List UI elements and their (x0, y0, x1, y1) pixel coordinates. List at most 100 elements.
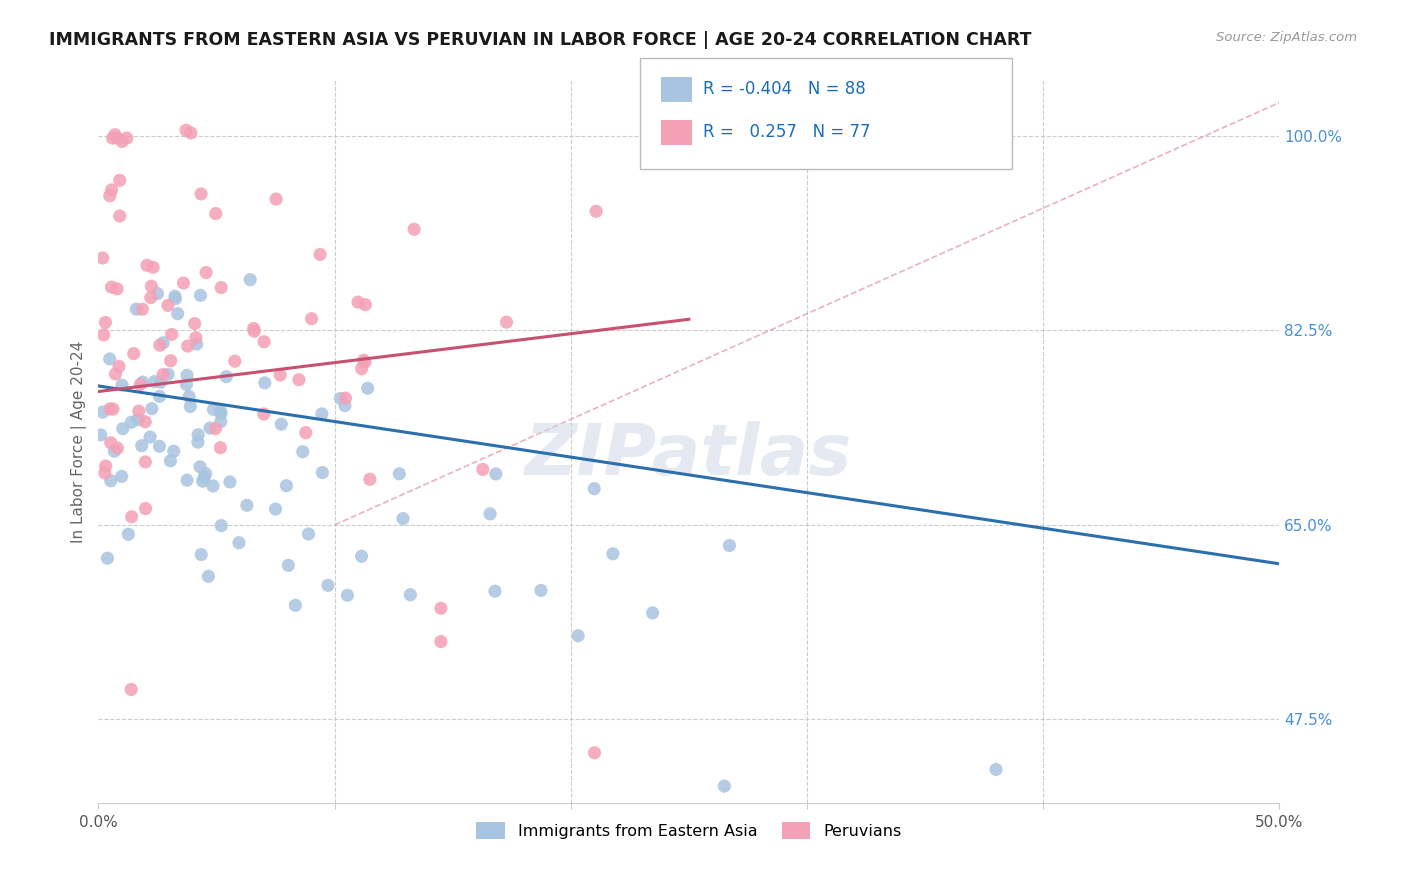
Point (430, 634, 453, 648)
Point (136, 258, 159, 272)
Point (583, 746, 606, 760)
Point (484, 584, 506, 599)
Point (277, 558, 299, 573)
Point (354, 298, 377, 312)
Point (100, 280, 122, 294)
Point (117, 527, 139, 541)
Point (209, 518, 232, 533)
Point (583, 482, 606, 496)
Point (172, 276, 194, 290)
Point (100, 183, 122, 197)
Point (202, 402, 225, 417)
Point (264, 502, 287, 516)
Point (132, 375, 155, 389)
Point (209, 415, 232, 429)
Point (166, 307, 188, 321)
Point (388, 467, 411, 481)
Y-axis label: In Labor Force | Age 20-24: In Labor Force | Age 20-24 (72, 341, 87, 542)
Point (347, 295, 370, 310)
Point (108, 359, 131, 374)
Point (176, 339, 198, 353)
Point (209, 406, 232, 420)
Point (152, 335, 174, 350)
Point (107, 441, 129, 455)
Point (122, 346, 145, 360)
Point (204, 421, 226, 435)
Point (243, 324, 266, 338)
Point (131, 302, 153, 317)
Point (105, 131, 128, 145)
Point (148, 439, 170, 453)
Point (188, 459, 211, 474)
Point (111, 135, 134, 149)
Point (125, 302, 148, 317)
Point (984, 763, 1007, 777)
Point (121, 509, 143, 524)
Point (91, 405, 114, 419)
Point (197, 569, 219, 583)
Point (316, 578, 339, 592)
Point (354, 355, 377, 369)
Point (134, 415, 156, 429)
Point (131, 439, 153, 453)
Point (163, 289, 186, 303)
Point (146, 286, 169, 301)
Point (336, 588, 359, 602)
Point (228, 535, 250, 549)
Point (191, 475, 214, 489)
Text: IMMIGRANTS FROM EASTERN ASIA VS PERUVIAN IN LABOR FORCE | AGE 20-24 CORRELATION : IMMIGRANTS FROM EASTERN ASIA VS PERUVIAN… (49, 31, 1032, 49)
Legend: Immigrants from Eastern Asia, Peruvians: Immigrants from Eastern Asia, Peruvians (470, 816, 908, 846)
Point (187, 427, 209, 442)
Point (160, 327, 183, 342)
Point (179, 400, 201, 414)
Point (585, 204, 607, 219)
Point (104, 128, 127, 142)
Point (96, 551, 118, 566)
Point (134, 455, 156, 469)
Point (141, 279, 163, 293)
Point (90, 428, 112, 442)
Point (139, 291, 162, 305)
Text: ZIPatlas: ZIPatlas (526, 422, 852, 491)
Point (242, 321, 264, 335)
Point (152, 368, 174, 382)
Point (309, 247, 332, 261)
Point (156, 368, 179, 382)
Point (187, 435, 209, 450)
Point (98, 401, 121, 416)
Point (479, 507, 502, 521)
Point (209, 405, 232, 419)
Point (139, 430, 162, 444)
Point (264, 192, 287, 206)
Point (91, 251, 114, 265)
Point (176, 473, 198, 487)
Point (301, 311, 323, 326)
Point (430, 601, 453, 615)
Point (94, 315, 117, 329)
Point (253, 334, 276, 349)
Point (108, 209, 131, 223)
Point (184, 331, 207, 345)
Point (567, 629, 589, 643)
Point (111, 469, 134, 483)
Text: Source: ZipAtlas.com: Source: ZipAtlas.com (1216, 31, 1357, 45)
Point (269, 368, 291, 382)
Point (111, 422, 134, 436)
Point (190, 186, 212, 201)
Point (190, 288, 212, 302)
Point (148, 389, 170, 403)
Point (288, 373, 311, 387)
Point (193, 470, 215, 484)
Point (295, 425, 318, 440)
Point (156, 298, 179, 312)
Point (201, 479, 224, 493)
Point (356, 381, 378, 395)
Point (190, 548, 212, 562)
Point (392, 511, 415, 525)
Point (163, 444, 186, 458)
Point (98, 351, 121, 366)
Point (135, 501, 157, 516)
Point (198, 421, 221, 435)
Point (297, 527, 319, 541)
Point (100, 435, 122, 450)
